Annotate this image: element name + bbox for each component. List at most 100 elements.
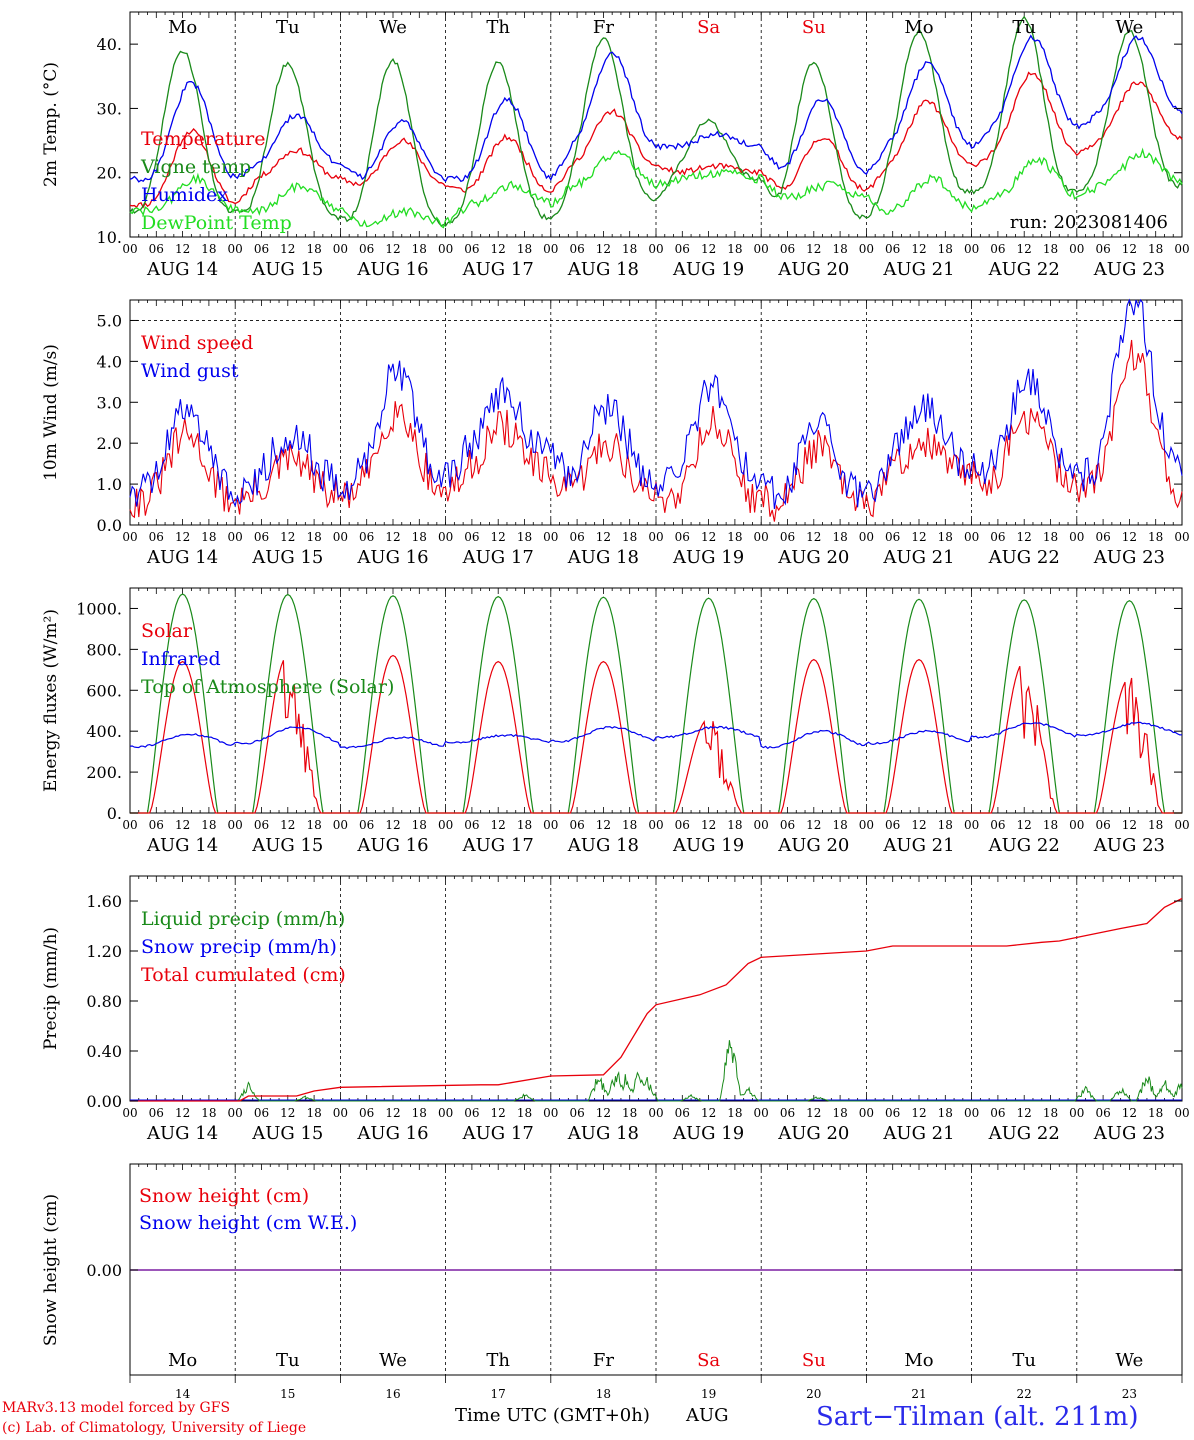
wind-hour-label: 06: [675, 530, 690, 544]
wind-hour-label: 00: [859, 530, 874, 544]
snow-weekday-label: Tu: [276, 1350, 300, 1371]
wind-day-label: AUG 22: [988, 547, 1060, 568]
precip-hour-label: 12: [911, 1106, 926, 1120]
energy-day-label: AUG 15: [251, 835, 323, 856]
energy-hour-label: 00: [1174, 818, 1189, 832]
temp-hour-label: 12: [911, 242, 926, 256]
temp-series-humidex: [129, 34, 1183, 183]
precip-hour-label: 06: [675, 1106, 690, 1120]
energy-ytick-label: 400.: [86, 722, 122, 741]
precip-hour-label: 06: [885, 1106, 900, 1120]
precip-hour-label: 12: [385, 1106, 400, 1120]
energy-day-label: AUG 14: [146, 835, 218, 856]
wind-hour-label: 06: [149, 530, 164, 544]
energy-hour-label: 00: [228, 818, 243, 832]
day-number-label: 21: [911, 1387, 926, 1400]
energy-ylabel: Energy fluxes (W/m²): [41, 609, 61, 792]
temp-weekday-label: Fr: [593, 17, 614, 38]
energy-hour-label: 12: [1017, 818, 1032, 832]
temp-hour-label: 12: [596, 242, 611, 256]
wind-day-label: AUG 16: [356, 547, 428, 568]
precip-ytick-label: 0.40: [86, 1042, 122, 1061]
temp-hour-label: 06: [780, 242, 795, 256]
snow-weekday-label: Mo: [168, 1350, 197, 1371]
energy-day-label: AUG 20: [777, 835, 849, 856]
precip-hour-label: 12: [806, 1106, 821, 1120]
precip-hour-label: 00: [648, 1106, 663, 1120]
energy-day-label: AUG 16: [356, 835, 428, 856]
temp-ytick-label: 40.: [97, 35, 122, 54]
precip-hour-label: 00: [543, 1106, 558, 1120]
temp-day-label: AUG 23: [1093, 259, 1165, 280]
run-label: run: 2023081406: [1010, 212, 1168, 233]
energy-ytick-label: 1000.: [76, 599, 122, 618]
precip-hour-label: 12: [175, 1106, 190, 1120]
energy-day-label: AUG 22: [988, 835, 1060, 856]
temp-weekday-label: Tu: [276, 17, 300, 38]
snow-weekday-label: Sa: [697, 1350, 720, 1371]
wind-day-label: AUG 19: [672, 547, 744, 568]
precip-hour-label: 00: [438, 1106, 453, 1120]
temp-day-label: AUG 17: [462, 259, 534, 280]
energy-hour-label: 12: [596, 818, 611, 832]
temp-ytick-label: 10.: [97, 228, 122, 247]
precip-day-label: AUG 22: [988, 1123, 1060, 1144]
energy-hour-label: 00: [859, 818, 874, 832]
precip-hour-label: 06: [780, 1106, 795, 1120]
day-number-label: 20: [806, 1387, 821, 1400]
wind-day-label: AUG 17: [462, 547, 534, 568]
precip-hour-label: 12: [1017, 1106, 1032, 1120]
energy-legend-infrared: Infrared: [141, 648, 221, 670]
temp-hour-label: 12: [385, 242, 400, 256]
temp-ytick-label: 20.: [97, 164, 122, 183]
wind-hour-label: 06: [990, 530, 1005, 544]
wind-ytick-label: 1.0: [97, 475, 122, 494]
energy-hour-label: 06: [149, 818, 164, 832]
precip-hour-label: 00: [1069, 1106, 1084, 1120]
day-number-label: 17: [491, 1387, 506, 1400]
precip-legend-total-cumulated-cm-: Total cumulated (cm): [141, 964, 346, 986]
precip-day-label: AUG 21: [882, 1123, 954, 1144]
precip-hour-label: 12: [1122, 1106, 1137, 1120]
temp-weekday-label: Mo: [168, 17, 197, 38]
precip-hour-label: 18: [517, 1106, 532, 1120]
temp-hour-label: 06: [990, 242, 1005, 256]
temp-hour-label: 12: [1017, 242, 1032, 256]
energy-hour-label: 12: [175, 818, 190, 832]
energy-hour-label: 00: [754, 818, 769, 832]
precip-day-label: AUG 19: [672, 1123, 744, 1144]
temp-series-vigne-temp: [129, 15, 1183, 227]
precip-hour-label: 00: [333, 1106, 348, 1120]
energy-day-label: AUG 17: [462, 835, 534, 856]
temp-legend-temperature: Temperature: [141, 128, 265, 150]
energy-hour-label: 00: [438, 818, 453, 832]
temp-hour-label: 12: [701, 242, 716, 256]
energy-hour-label: 06: [675, 818, 690, 832]
energy-hour-label: 18: [622, 818, 637, 832]
precip-hour-label: 18: [412, 1106, 427, 1120]
temp-weekday-label: Sa: [697, 17, 720, 38]
temp-hour-label: 00: [859, 242, 874, 256]
precip-day-label: AUG 23: [1093, 1123, 1165, 1144]
precip-series-cumulated: [130, 897, 1183, 1102]
temp-hour-label: 18: [1148, 242, 1163, 256]
temp-weekday-label: Su: [802, 17, 826, 38]
temp-series-dewpoint-temp: [129, 147, 1183, 229]
wind-hour-label: 18: [832, 530, 847, 544]
energy-hour-label: 12: [1122, 818, 1137, 832]
precip-hour-label: 06: [1095, 1106, 1110, 1120]
temp-hour-label: 00: [333, 242, 348, 256]
precip-hour-label: 18: [1043, 1106, 1058, 1120]
snow-weekday-label: Fr: [593, 1350, 614, 1371]
energy-hour-label: 06: [254, 818, 269, 832]
wind-day-label: AUG 14: [146, 547, 218, 568]
temp-day-label: AUG 22: [988, 259, 1060, 280]
day-number-label: 22: [1017, 1387, 1032, 1400]
precip-day-label: AUG 17: [462, 1123, 534, 1144]
x-axis-title: Time UTC (GMT+0h): [455, 1405, 650, 1426]
wind-hour-label: 18: [727, 530, 742, 544]
energy-day-label: AUG 19: [672, 835, 744, 856]
temp-hour-label: 18: [727, 242, 742, 256]
wind-day-label: AUG 21: [882, 547, 954, 568]
